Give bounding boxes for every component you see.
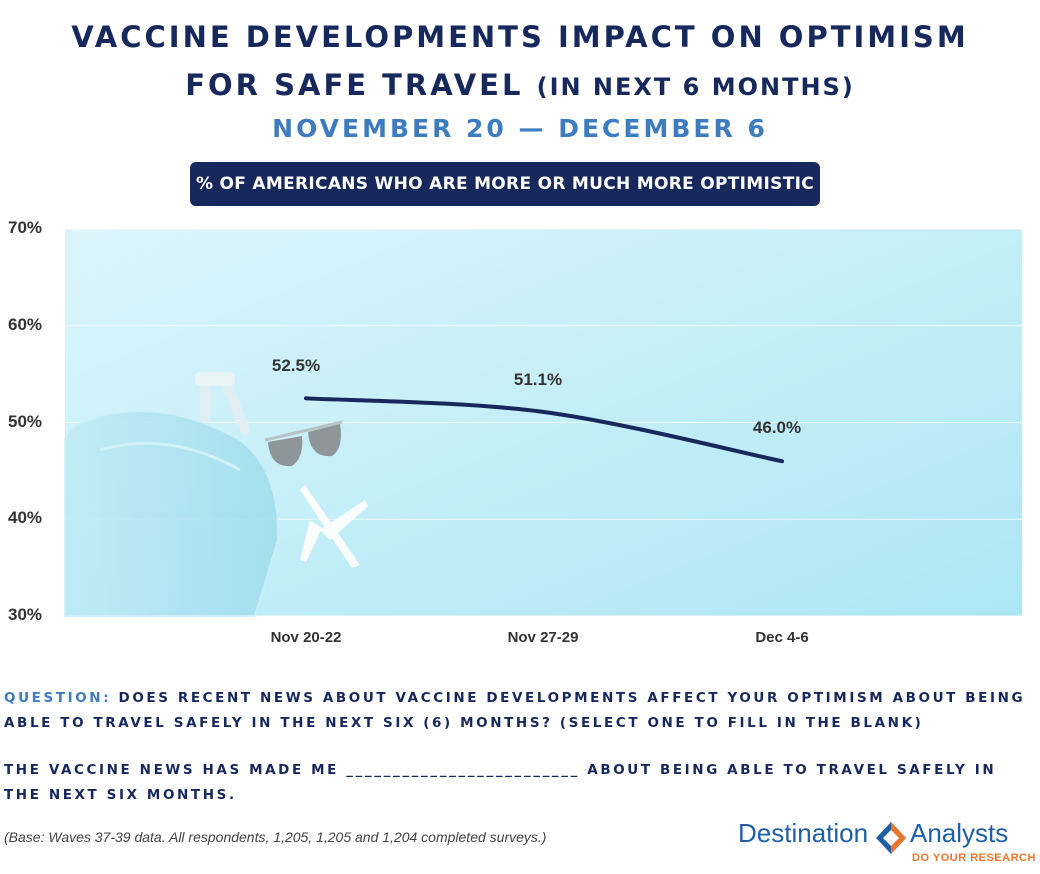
title-line-2: FOR SAFE TRAVEL (IN NEXT 6 MONTHS) (0, 68, 1040, 102)
question-label: QUESTION: (4, 690, 112, 706)
base-footnote: (Base: Waves 37-39 data. All respondents… (4, 829, 547, 845)
date-range: NOVEMBER 20 — DECEMBER 6 (272, 114, 768, 143)
logo-text-left: Destination (738, 818, 869, 848)
y-tick-label: 50% (8, 411, 43, 431)
survey-statement: THE VACCINE NEWS HAS MADE ME ___________… (4, 762, 997, 803)
data-label: 46.0% (752, 418, 802, 438)
series-line (304, 396, 784, 464)
data-label: 51.1% (513, 369, 563, 389)
suitcase-illustration (64, 372, 280, 617)
data-label: 52.5% (271, 356, 321, 376)
metric-banner: % OF AMERICANS WHO ARE MORE OR MUCH MORE… (190, 162, 820, 206)
logo-text-right: Analysts (910, 818, 1009, 848)
sunglasses-illustration (264, 420, 343, 467)
title-line-2-paren: (IN NEXT 6 MONTHS) (536, 73, 855, 101)
metric-banner-label: % OF AMERICANS WHO ARE MORE OR MUCH MORE… (196, 174, 814, 194)
y-tick-label: 70% (8, 218, 43, 237)
x-tick-label: Nov 27-29 (507, 629, 579, 646)
question-text: DOES RECENT NEWS ABOUT VACCINE DEVELOPME… (4, 690, 1026, 731)
destination-analysts-logo: Destination Analysts DO YOUR RESEARCH (738, 818, 1038, 870)
line-chart (64, 228, 1022, 617)
x-tick-label: Dec 4-6 (755, 629, 809, 646)
airplane-illustration (300, 485, 368, 568)
diamond-logo-icon (876, 822, 906, 854)
title-line-2-main: FOR SAFE TRAVEL (185, 68, 524, 102)
gridlines (65, 228, 1022, 617)
title-line-1: VACCINE DEVELOPMENTS IMPACT ON OPTIMISM (71, 20, 969, 54)
y-tick-label: 40% (8, 508, 43, 528)
survey-question: QUESTION: DOES RECENT NEWS ABOUT VACCINE… (4, 686, 1034, 736)
y-tick-label: 30% (8, 605, 43, 624)
y-tick-label: 60% (8, 314, 43, 334)
x-tick-label: Nov 20-22 (270, 629, 342, 646)
logo-tagline: DO YOUR RESEARCH (912, 852, 1036, 864)
